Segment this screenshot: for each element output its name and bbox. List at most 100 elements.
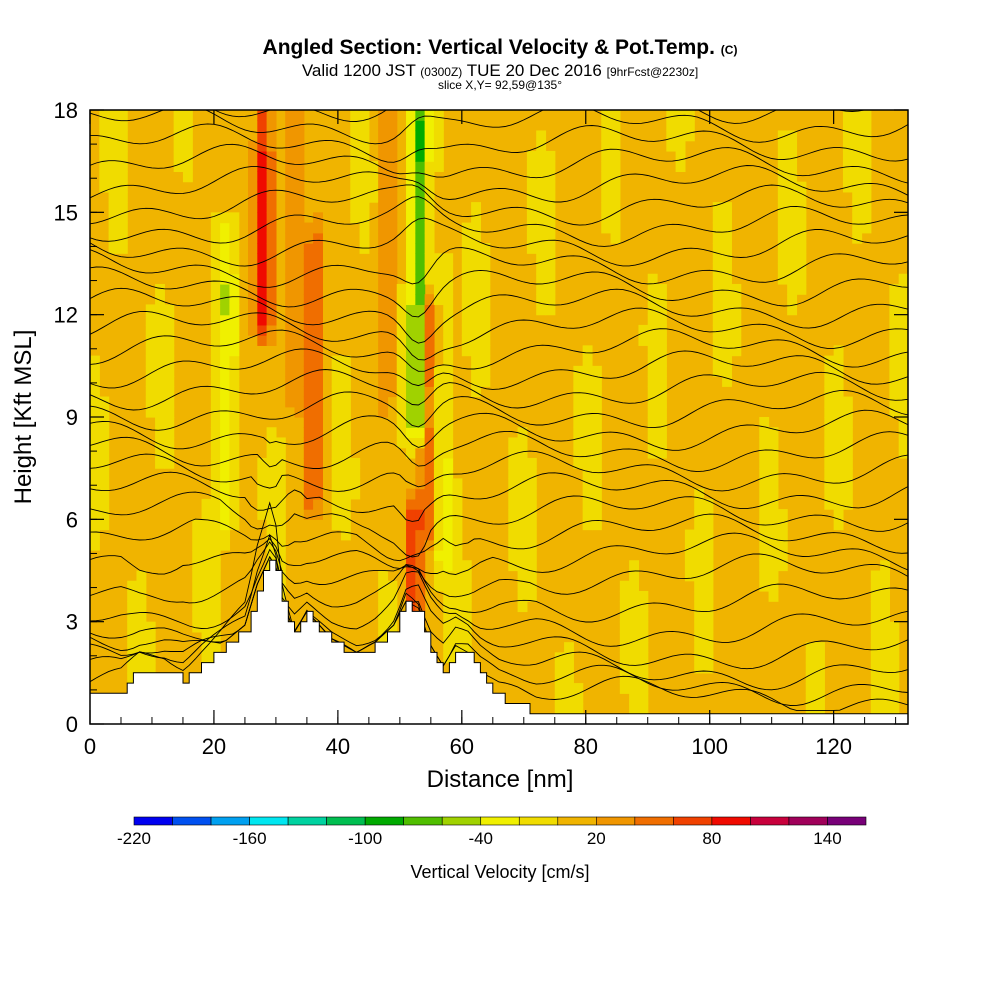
velocity-cell xyxy=(415,550,426,561)
terrain xyxy=(90,559,908,724)
velocity-cell xyxy=(657,427,667,439)
velocity-cell xyxy=(703,590,714,602)
colorbar-swatch xyxy=(210,816,250,826)
velocity-cell xyxy=(573,386,584,398)
velocity-cell xyxy=(842,406,853,418)
velocity-cell xyxy=(424,314,435,326)
velocity-cell xyxy=(387,202,398,213)
velocity-cell xyxy=(471,212,482,224)
velocity-cell xyxy=(229,417,240,428)
velocity-cell xyxy=(294,130,305,142)
velocity-cell xyxy=(433,509,444,520)
velocity-cell xyxy=(350,212,361,224)
velocity-cell xyxy=(368,171,379,183)
velocity-cell xyxy=(210,304,221,316)
velocity-cell xyxy=(415,263,426,275)
velocity-cell xyxy=(368,191,379,203)
velocity-cell xyxy=(601,171,612,183)
velocity-cell xyxy=(108,140,119,152)
velocity-cell xyxy=(275,457,286,469)
velocity-cell xyxy=(610,130,621,142)
velocity-cell xyxy=(545,294,556,306)
velocity-cell xyxy=(898,427,908,439)
velocity-cell xyxy=(415,427,426,439)
velocity-cell xyxy=(117,232,128,244)
velocity-cell xyxy=(526,243,537,254)
velocity-cell xyxy=(210,355,221,367)
velocity-cell xyxy=(99,161,110,172)
velocity-cell xyxy=(768,560,779,572)
velocity-cell xyxy=(90,365,100,377)
velocity-cell xyxy=(731,314,742,326)
velocity-cell xyxy=(638,590,649,602)
velocity-cell xyxy=(517,570,528,582)
velocity-cell xyxy=(443,335,454,346)
velocity-cell xyxy=(731,294,742,306)
velocity-cell xyxy=(526,161,537,172)
velocity-cell xyxy=(443,509,454,520)
x-tick-label: 0 xyxy=(84,734,96,759)
velocity-cell xyxy=(136,580,147,592)
velocity-cell xyxy=(759,427,770,439)
velocity-cell xyxy=(461,253,472,265)
velocity-cell xyxy=(712,365,723,377)
velocity-cell xyxy=(666,110,677,121)
velocity-cell xyxy=(889,406,900,418)
velocity-cell xyxy=(220,273,231,285)
velocity-cell xyxy=(331,478,342,490)
velocity-cell xyxy=(359,191,370,203)
velocity-cell xyxy=(285,396,296,408)
velocity-cell xyxy=(303,376,314,387)
x-tick-label: 80 xyxy=(574,734,598,759)
velocity-cell xyxy=(852,181,863,193)
velocity-cell xyxy=(303,222,314,234)
velocity-cell xyxy=(192,570,203,582)
colorbar-swatch xyxy=(557,816,597,826)
velocity-cell xyxy=(777,529,788,541)
velocity-cell xyxy=(703,580,714,592)
velocity-cell xyxy=(796,243,807,254)
velocity-cell xyxy=(424,273,435,285)
velocity-cell xyxy=(536,243,547,254)
velocity-cell xyxy=(842,140,853,152)
velocity-cell xyxy=(294,365,305,377)
velocity-cell xyxy=(99,150,110,162)
velocity-cell xyxy=(406,243,416,254)
velocity-cell xyxy=(406,130,416,142)
velocity-cell xyxy=(275,550,286,561)
y-tick-label: 12 xyxy=(54,303,78,328)
velocity-cell xyxy=(415,386,426,398)
velocity-cell xyxy=(787,253,798,265)
velocity-cell xyxy=(759,468,770,479)
velocity-cell xyxy=(471,243,482,254)
velocity-cell xyxy=(647,294,658,306)
velocity-cell xyxy=(582,406,593,418)
velocity-cell xyxy=(210,365,221,377)
velocity-cell xyxy=(657,355,667,367)
velocity-cell xyxy=(424,263,435,275)
velocity-cell xyxy=(303,365,314,377)
velocity-cell xyxy=(796,181,807,193)
x-tick-label: 100 xyxy=(691,734,728,759)
velocity-cell xyxy=(145,324,156,336)
velocity-cell xyxy=(657,406,667,418)
velocity-cell xyxy=(861,110,872,121)
velocity-cell xyxy=(201,611,212,623)
velocity-cell xyxy=(898,324,908,336)
velocity-cell xyxy=(378,110,389,121)
velocity-cell xyxy=(647,283,658,295)
velocity-cell xyxy=(898,396,908,408)
velocity-cell xyxy=(768,570,779,582)
velocity-cell xyxy=(340,355,351,367)
velocity-cell xyxy=(303,232,314,244)
velocity-cell xyxy=(285,181,296,193)
velocity-cell xyxy=(768,437,779,449)
velocity-cell xyxy=(768,529,779,541)
velocity-cell xyxy=(294,120,305,132)
velocity-cell xyxy=(433,468,444,479)
velocity-cell xyxy=(424,427,435,439)
velocity-cell xyxy=(833,345,844,357)
velocity-cell xyxy=(833,488,844,500)
velocity-cell xyxy=(684,550,695,561)
colorbar-swatch xyxy=(287,816,327,826)
